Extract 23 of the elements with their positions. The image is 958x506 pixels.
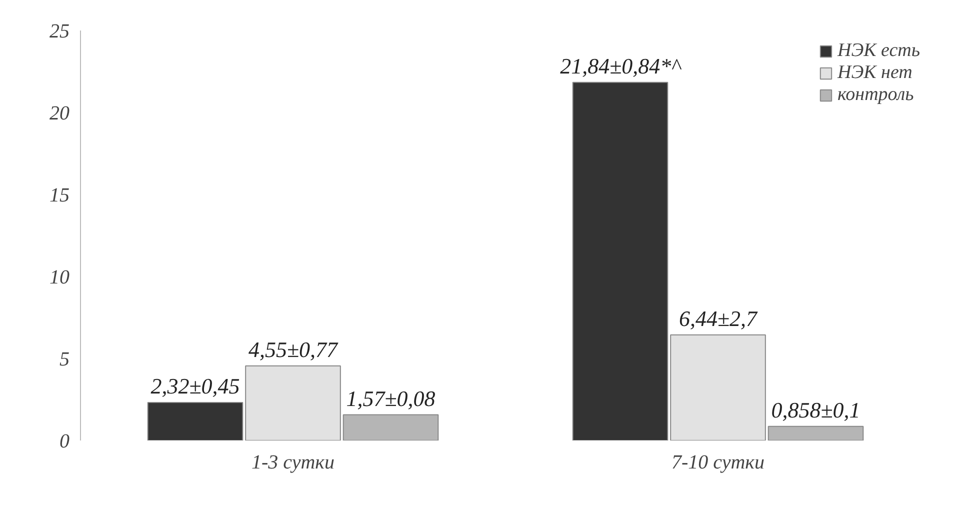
legend-label: НЭК нет [837, 62, 912, 84]
data-label: 0,858±0,1 [771, 397, 860, 422]
data-label: 1,57±0,08 [346, 386, 436, 411]
x-tick-label: 7-10 сутки [671, 452, 765, 474]
bar [768, 426, 864, 440]
bar [245, 365, 341, 440]
y-tick-label: 10 [50, 266, 70, 288]
bar [670, 334, 766, 440]
bar [342, 414, 439, 440]
legend-label: НЭК есть [837, 40, 920, 62]
data-label: 4,55±0,77 [248, 336, 339, 362]
bar [572, 82, 668, 440]
y-tick-label: 25 [50, 20, 70, 42]
bar [147, 402, 244, 440]
y-tick-label: 5 [60, 348, 70, 370]
data-label: 21,84±0,84*^ [560, 53, 682, 78]
y-tick-label: 0 [60, 430, 70, 452]
data-label: 2,32±0,45 [150, 373, 240, 398]
y-tick-label: 15 [50, 184, 70, 206]
x-tick-label: 1-3 сутки [251, 452, 335, 474]
y-tick-label: 20 [50, 102, 70, 124]
legend-label: контроль [837, 84, 914, 106]
data-label: 6,44±2,7 [678, 306, 758, 331]
